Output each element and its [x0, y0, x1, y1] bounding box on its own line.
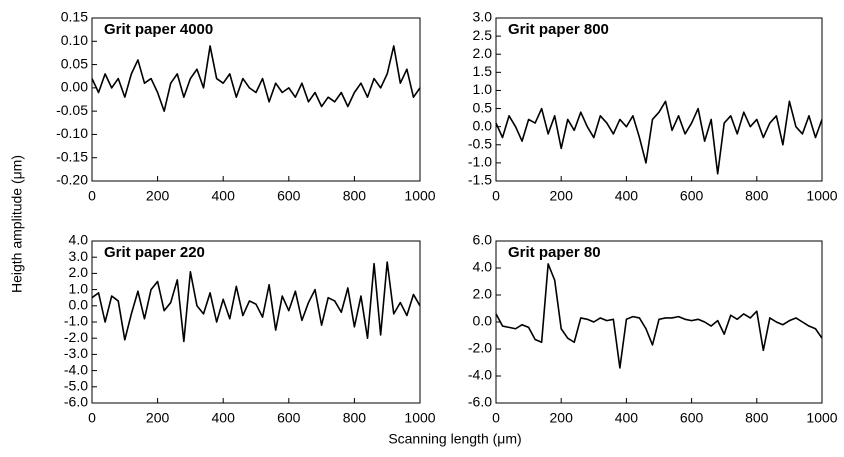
profile-line [91, 45, 421, 112]
y-tick-label: -0.10 [56, 125, 88, 141]
x-tick-label: 1000 [806, 410, 837, 426]
y-tick-label: 2.0 [69, 264, 89, 280]
x-tick-label: 600 [680, 188, 704, 204]
x-tick-label: 0 [492, 188, 500, 204]
y-tick-label: -6.0 [468, 394, 492, 410]
y-tick-label: -0.05 [56, 102, 88, 118]
x-tick-label: 800 [343, 410, 367, 426]
x-tick-label: 400 [615, 188, 639, 204]
x-tick-label: 800 [745, 188, 769, 204]
x-tick-label: 600 [277, 188, 301, 204]
y-tick-label: -5.0 [64, 378, 88, 394]
y-tick-label: 0.0 [473, 313, 493, 329]
y-tick-label: 0.15 [61, 9, 88, 25]
x-tick-label: 800 [343, 188, 367, 204]
y-tick-label: 1.0 [69, 280, 89, 296]
y-tick-label: 1.5 [473, 63, 493, 79]
x-tick-label: 1000 [806, 188, 837, 204]
x-tick-label: 600 [680, 410, 704, 426]
y-tick-label: -4.0 [468, 367, 492, 383]
plot-frame [91, 240, 421, 404]
y-tick-label: -1.0 [468, 154, 492, 170]
y-tick-label: 0.05 [61, 55, 88, 71]
x-tick-label: 0 [88, 410, 96, 426]
plot-frame [495, 17, 823, 182]
x-tick-label: 0 [492, 410, 500, 426]
y-tick-label: -0.20 [56, 172, 88, 188]
x-tick-label: 400 [615, 410, 639, 426]
y-axis-label: Heigth amplitude (μm) [9, 155, 25, 293]
y-tick-label: 0.5 [473, 99, 493, 115]
panel-title: Grit paper 4000 [104, 21, 213, 38]
y-tick-label: -3.0 [64, 345, 88, 361]
y-tick-label: -4.0 [64, 361, 88, 377]
panel-title: Grit paper 80 [508, 244, 601, 261]
x-tick-label: 200 [550, 188, 574, 204]
y-tick-label: 2.0 [473, 286, 493, 302]
x-tick-label: 200 [146, 410, 170, 426]
y-tick-label: 6.0 [473, 232, 493, 248]
profile-line [91, 261, 421, 343]
x-tick-label: 1000 [404, 410, 435, 426]
x-tick-label: 400 [212, 410, 236, 426]
y-tick-label: 3.0 [69, 248, 89, 264]
y-tick-label: -2.0 [468, 340, 492, 356]
y-tick-label: 0.10 [61, 32, 88, 48]
x-tick-label: 200 [146, 188, 170, 204]
x-tick-label: 600 [277, 410, 301, 426]
y-tick-label: 3.0 [473, 9, 493, 25]
profile-line [495, 263, 823, 369]
y-tick-label: -0.5 [468, 135, 492, 151]
x-tick-label: 200 [550, 410, 574, 426]
y-tick-label: -1.0 [64, 313, 88, 329]
panel-title: Grit paper 220 [104, 244, 205, 261]
y-tick-label: -2.0 [64, 329, 88, 345]
x-tick-label: 800 [745, 410, 769, 426]
x-tick-label: 1000 [404, 188, 435, 204]
y-tick-label: 0.0 [473, 117, 493, 133]
profile-line [495, 100, 823, 175]
y-tick-label: 0.00 [61, 79, 88, 95]
y-tick-label: 4.0 [69, 232, 89, 248]
x-tick-label: 0 [88, 188, 96, 204]
x-axis-label: Scanning length (μm) [388, 431, 521, 447]
y-tick-label: 2.0 [473, 45, 493, 61]
y-tick-label: 0.0 [69, 297, 89, 313]
y-tick-label: -0.15 [56, 148, 88, 164]
y-tick-label: 1.0 [473, 81, 493, 97]
y-tick-label: -1.5 [468, 172, 492, 188]
y-tick-label: 4.0 [473, 259, 493, 275]
y-tick-label: -6.0 [64, 394, 88, 410]
x-tick-label: 400 [212, 188, 236, 204]
panel-title: Grit paper 800 [508, 21, 609, 38]
y-tick-label: 2.5 [473, 27, 493, 43]
plot-frame [91, 17, 421, 182]
